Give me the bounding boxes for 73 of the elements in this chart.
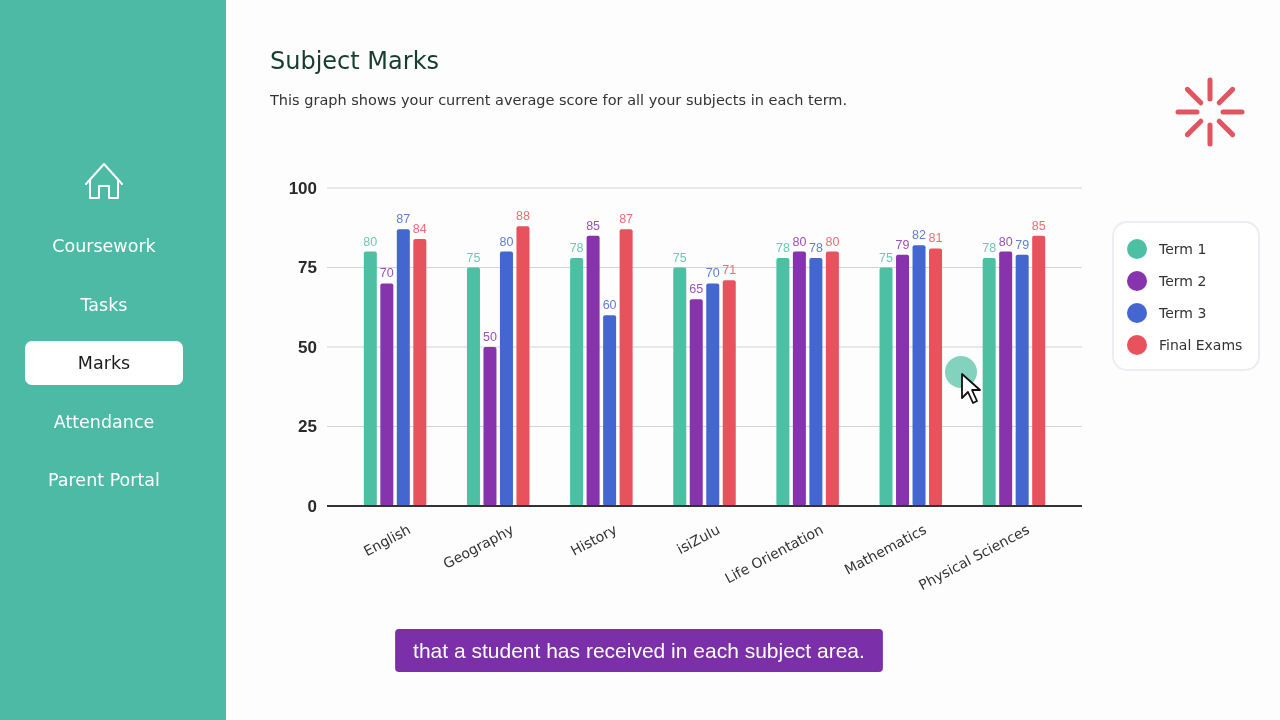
bar xyxy=(722,280,736,506)
data-label: 50 xyxy=(483,330,497,344)
data-label: 78 xyxy=(775,240,790,255)
data-label: 80 xyxy=(825,234,840,249)
bar xyxy=(982,257,996,506)
data-label: 82 xyxy=(912,228,927,243)
chart-title: Subject Marks xyxy=(270,47,440,75)
data-label: 85 xyxy=(586,218,601,233)
bar xyxy=(792,251,806,506)
bar xyxy=(483,347,497,506)
data-label: 79 xyxy=(1015,237,1030,252)
data-label: 70 xyxy=(379,266,394,281)
bar xyxy=(825,251,839,506)
data-label: 81 xyxy=(928,231,943,246)
data-label: 60 xyxy=(602,298,617,313)
bar xyxy=(619,229,633,506)
data-label: 84 xyxy=(412,221,427,236)
y-tick-label: 75 xyxy=(298,258,317,278)
bar xyxy=(1032,235,1046,506)
bar xyxy=(706,283,720,506)
data-label: 79 xyxy=(895,237,910,252)
legend-label: Term 1 xyxy=(1158,241,1207,257)
data-label: 71 xyxy=(722,263,737,278)
legend-label: Final Exams xyxy=(1159,337,1243,353)
bar xyxy=(879,267,893,506)
data-label: 87 xyxy=(396,212,411,227)
bar xyxy=(776,257,790,506)
bar xyxy=(396,229,410,506)
data-label: 78 xyxy=(808,240,823,255)
data-label: 85 xyxy=(1031,218,1046,233)
bar xyxy=(363,251,377,506)
bar xyxy=(570,257,584,506)
bar xyxy=(929,248,943,506)
data-label: 75 xyxy=(879,250,894,265)
data-label: 80 xyxy=(499,234,514,249)
data-label: 88 xyxy=(516,209,530,224)
text: Tasks xyxy=(79,294,128,315)
bar xyxy=(603,315,617,506)
bar xyxy=(380,283,394,506)
data-label: 80 xyxy=(792,234,807,249)
bar xyxy=(1015,254,1029,506)
data-label: 65 xyxy=(689,282,704,297)
chart-subtitle: This graph shows your current average score for all your subjects in each term. xyxy=(269,92,848,108)
data-label: 70 xyxy=(705,266,720,281)
bar xyxy=(809,257,823,506)
data-label: 80 xyxy=(998,234,1013,249)
bar xyxy=(516,226,530,506)
y-tick-label: 100 xyxy=(288,178,317,198)
legend-label: Term 3 xyxy=(1158,305,1207,321)
bar xyxy=(896,254,910,506)
y-tick-label: 50 xyxy=(298,337,317,357)
data-label: 78 xyxy=(982,240,997,255)
bar xyxy=(499,251,513,506)
text: Attendance xyxy=(53,411,155,432)
bar xyxy=(912,245,926,506)
text: Parent Portal xyxy=(48,470,160,490)
data-label: 87 xyxy=(619,212,634,227)
y-tick-label: 0 xyxy=(307,496,317,516)
legend-label: Term 2 xyxy=(1158,273,1207,289)
bar xyxy=(586,235,600,506)
text: Coursework xyxy=(52,236,157,256)
bar xyxy=(999,251,1013,506)
data-label: 75 xyxy=(466,250,481,265)
bar xyxy=(466,267,480,506)
text: Marks xyxy=(77,353,131,373)
bar xyxy=(673,267,687,506)
text: that a student has received in each subject area. xyxy=(413,639,865,662)
bar xyxy=(689,299,703,506)
y-tick-label: 25 xyxy=(298,417,317,437)
data-label: 80 xyxy=(363,234,378,249)
data-label: 78 xyxy=(569,240,584,255)
bar xyxy=(413,238,427,506)
data-label: 75 xyxy=(672,250,687,265)
